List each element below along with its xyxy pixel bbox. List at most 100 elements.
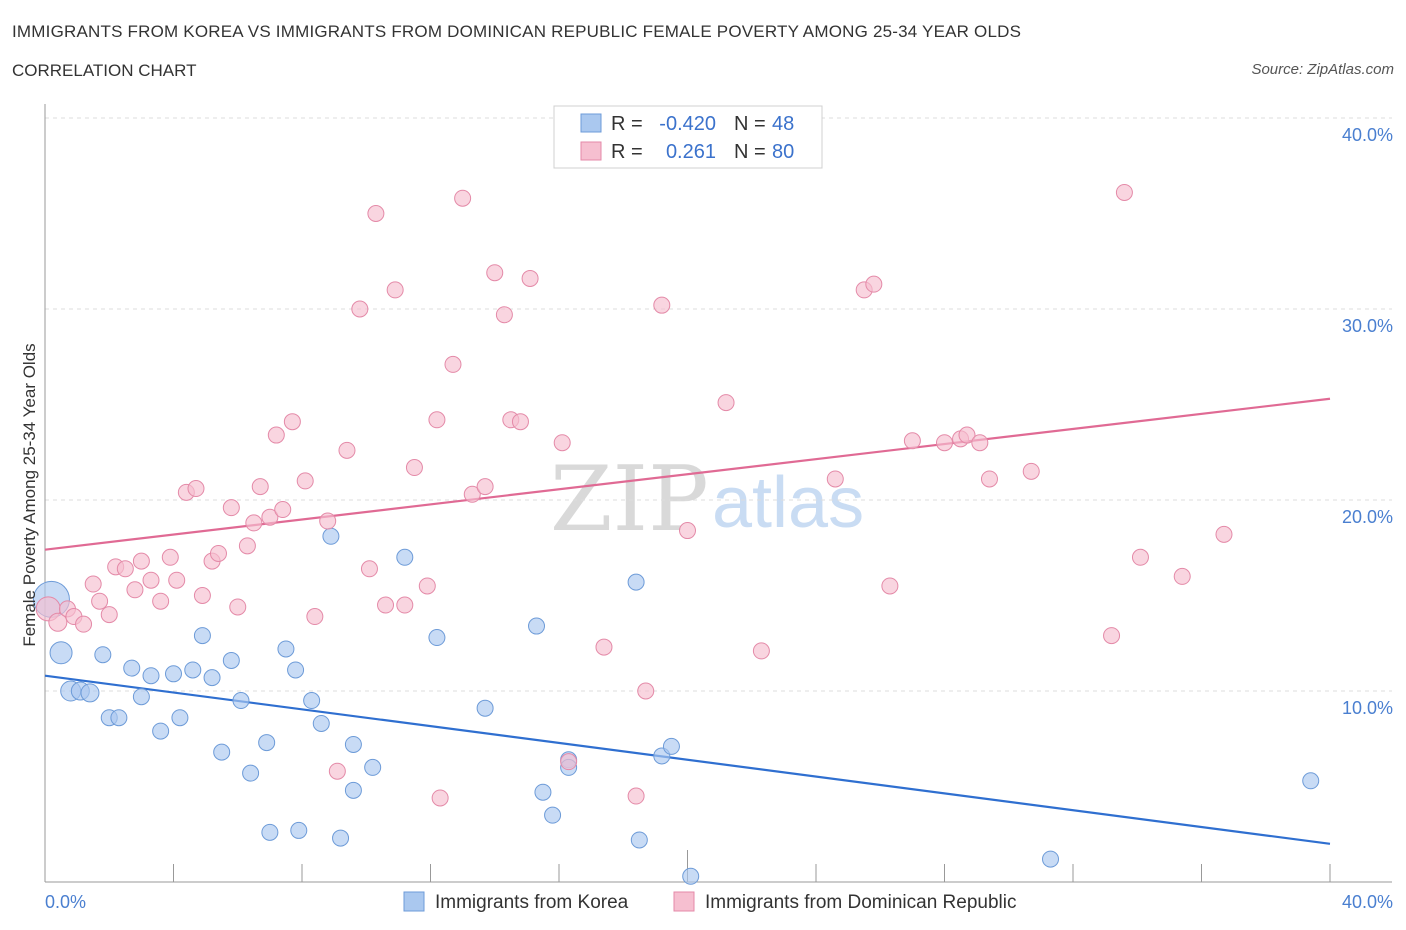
y-tick-label-0: 10.0%	[1342, 698, 1393, 718]
point-dominican-17	[187, 480, 205, 498]
point-dominican-77	[1131, 548, 1149, 566]
point-dominican-38	[377, 596, 395, 614]
legend-bottom-swatch-korea	[403, 891, 425, 912]
point-dominican-27	[267, 426, 285, 444]
point-dominican-43	[431, 789, 449, 807]
point-dominican-74	[1022, 462, 1040, 480]
point-korea-7	[110, 709, 128, 727]
legend-bottom-label-dominican: Immigrants from Dominican Republic	[705, 892, 1017, 913]
point-korea-8	[123, 659, 141, 677]
point-dominican-71	[958, 426, 976, 444]
point-korea-36	[528, 617, 546, 635]
x-tick-label-1: 40.0%	[1342, 892, 1393, 912]
point-korea-1	[49, 641, 73, 665]
point-dominican-60	[679, 522, 696, 540]
point-dominican-63	[752, 642, 770, 660]
point-dominican-67	[881, 577, 899, 595]
y-tick-labels: 10.0% 20.0% 30.0% 40.0%	[1342, 125, 1393, 718]
point-dominican-45	[428, 411, 446, 429]
point-dominican-73	[980, 470, 998, 488]
legend-swatch-korea	[580, 113, 602, 133]
point-korea-19	[232, 692, 250, 710]
point-dominican-50	[495, 306, 513, 324]
point-dominican-41	[405, 459, 423, 477]
chart-subtitle: CORRELATION CHART	[12, 61, 197, 80]
point-korea-27	[312, 714, 330, 732]
point-korea-23	[277, 640, 295, 658]
trendline-korea	[44, 674, 1331, 845]
data-points	[32, 136, 1320, 885]
point-dominican-31	[306, 608, 324, 626]
point-korea-11	[152, 722, 170, 740]
point-dominican-40	[396, 596, 414, 614]
point-dominican-75	[1103, 627, 1121, 645]
point-dominican-68	[903, 432, 921, 450]
point-dominican-23	[238, 537, 256, 555]
point-korea-31	[344, 781, 362, 799]
point-korea-28	[322, 527, 340, 545]
point-korea-17	[213, 743, 231, 761]
point-korea-15	[193, 627, 211, 645]
point-dominican-25	[251, 478, 269, 496]
point-korea-42	[630, 831, 648, 849]
point-dominican-12	[142, 571, 160, 589]
legend-n-value-korea: 48	[772, 113, 794, 135]
point-dominican-59	[653, 296, 671, 314]
point-korea-16	[203, 669, 221, 687]
point-dominican-11	[132, 552, 150, 570]
point-dominican-54	[553, 434, 571, 452]
point-dominican-21	[222, 499, 240, 517]
point-korea-37	[534, 783, 552, 801]
point-korea-13	[171, 709, 189, 727]
source-label: Source: ZipAtlas.com	[1251, 61, 1394, 78]
point-dominican-18	[193, 587, 211, 604]
point-dominican-56	[595, 638, 613, 656]
point-korea-38	[544, 806, 562, 824]
point-dominican-37	[367, 205, 385, 222]
point-korea-5	[94, 646, 112, 664]
point-dominican-76	[1115, 183, 1133, 201]
point-korea-34	[428, 629, 446, 647]
point-dominican-14	[161, 548, 179, 566]
legend-r-label-dominican: R =	[611, 141, 643, 163]
point-dominican-78	[1173, 567, 1191, 585]
point-dominican-57	[627, 787, 645, 805]
point-dominican-52	[511, 413, 529, 431]
point-dominican-48	[476, 478, 494, 496]
point-dominican-58	[637, 682, 655, 700]
point-dominican-46	[454, 189, 472, 207]
point-dominican-79	[1215, 525, 1233, 543]
point-korea-9	[132, 688, 150, 706]
point-korea-41	[627, 573, 645, 591]
y-tick-label-1: 20.0%	[1342, 507, 1393, 527]
point-dominican-66	[865, 275, 883, 293]
legend-bottom: Immigrants from Korea Immigrants from Do…	[403, 891, 1017, 913]
point-dominican-64	[826, 470, 844, 488]
y-tick-label-2: 30.0%	[1342, 316, 1393, 336]
point-korea-45	[682, 867, 700, 885]
point-korea-24	[287, 661, 305, 679]
point-dominican-15	[168, 571, 186, 589]
point-korea-32	[364, 758, 382, 776]
point-korea-47	[1302, 772, 1320, 790]
point-korea-30	[344, 735, 362, 753]
point-korea-12	[165, 665, 182, 683]
point-korea-20	[242, 764, 260, 782]
point-korea-33	[396, 548, 414, 566]
point-dominican-9	[116, 560, 134, 578]
legend-bottom-label-korea: Immigrants from Korea	[435, 892, 629, 913]
legend-swatch-dominican	[580, 141, 602, 161]
point-dominican-5	[84, 575, 102, 593]
gridlines	[45, 117, 1392, 692]
point-dominican-36	[360, 560, 378, 578]
point-dominican-10	[126, 581, 144, 599]
point-dominican-34	[338, 441, 356, 459]
point-korea-25	[290, 821, 308, 839]
point-korea-18	[222, 651, 240, 669]
point-korea-21	[258, 734, 276, 752]
legend-bottom-swatch-dominican	[673, 891, 695, 912]
point-dominican-69	[936, 434, 953, 452]
y-axis-label: Female Poverty Among 25-34 Year Olds	[20, 343, 39, 646]
point-korea-29	[332, 829, 350, 847]
chart-title: IMMIGRANTS FROM KOREA VS IMMIGRANTS FROM…	[12, 22, 1022, 41]
